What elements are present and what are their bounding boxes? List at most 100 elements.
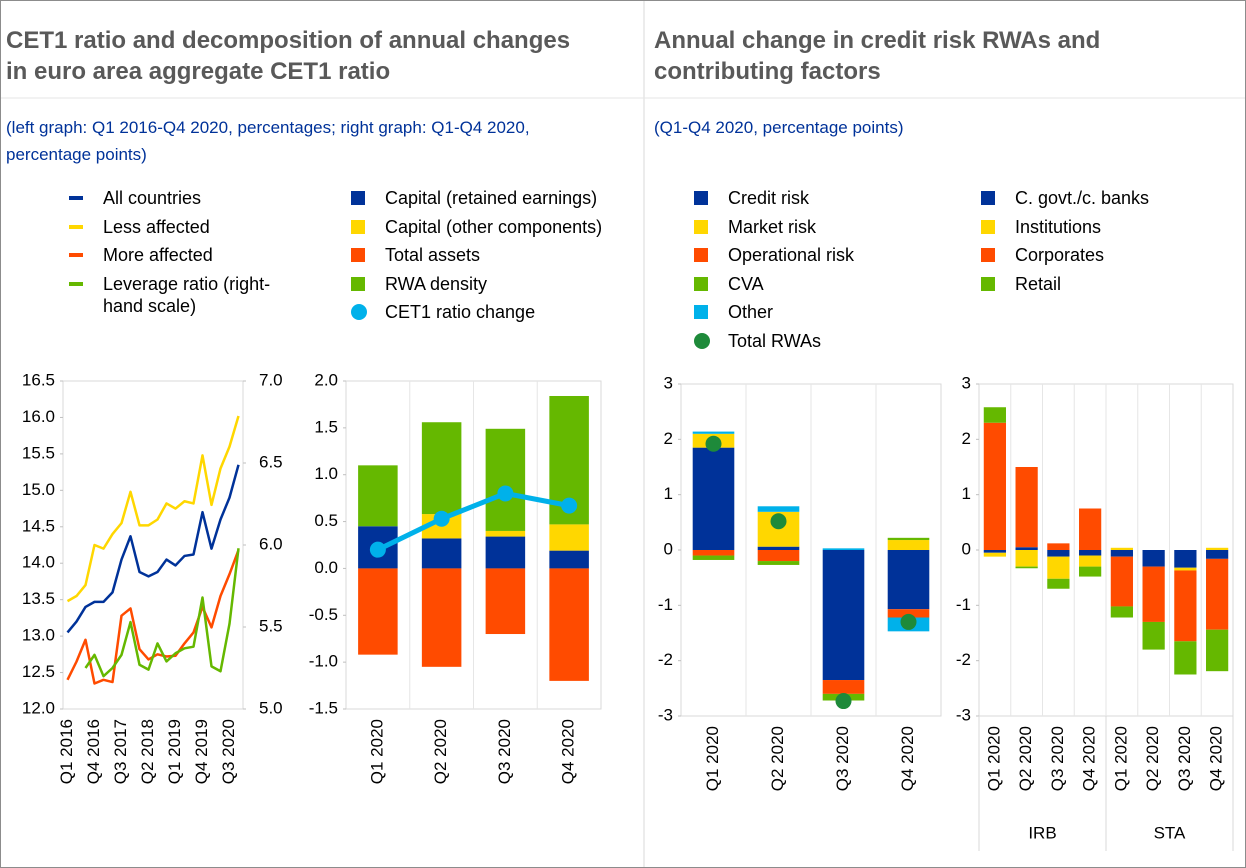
legend-swatch: [351, 219, 365, 234]
legend-entry: Total assets: [351, 244, 641, 273]
legend-label: Total RWAs: [728, 330, 822, 351]
bar-segment: [983, 550, 1006, 553]
x-tick-label: Q3 2020: [1175, 726, 1194, 791]
dot: [705, 435, 722, 452]
bar-segment: [549, 568, 589, 681]
x-tick-label: Q2 2018: [138, 719, 157, 784]
bar-segment: [692, 550, 735, 556]
x-tick-label: Q2 2020: [768, 726, 787, 791]
y-tick-label: -1.5: [309, 698, 338, 717]
y2-tick-label: 6.0: [259, 534, 283, 553]
bar-segment: [1174, 567, 1197, 571]
legend-swatch: [981, 248, 995, 263]
y-tick-label: 2: [664, 429, 673, 448]
legend: All countries Less affected More affected L…: [69, 187, 270, 317]
legend-label: Capital (other components): [385, 216, 603, 237]
y-tick-label: 16.0: [22, 407, 55, 426]
bar-segment: [485, 428, 526, 531]
line-marker: [497, 485, 514, 502]
x-tick-label: Q3 2020: [1048, 726, 1067, 791]
bar-segment: [421, 568, 462, 667]
legend-swatch: [694, 219, 708, 234]
legend-swatch: [981, 191, 995, 205]
x-tick-label: Q4 2020: [1207, 726, 1226, 791]
bar-segment: [1079, 550, 1102, 556]
y-tick-label: -1: [658, 595, 673, 614]
bar-segment: [1015, 467, 1038, 548]
legend-label: CVA: [728, 273, 764, 294]
y-tick-label: 1: [962, 484, 971, 503]
legend-swatch: [981, 276, 995, 291]
x-tick-label: Q4 2016: [84, 719, 103, 784]
y-tick-label: -1: [956, 595, 971, 614]
bar-segment: [485, 530, 526, 537]
y-tick-label: 1: [664, 484, 673, 503]
bar-segment: [1015, 566, 1038, 569]
x-tick-label: Q2 2020: [1016, 726, 1035, 791]
bar-segment: [757, 506, 800, 512]
legend-swatch: [351, 304, 367, 321]
legend-swatch: [694, 276, 708, 291]
bar-segment: [549, 550, 589, 569]
line-series: [66, 464, 240, 634]
legend-entry: Other: [694, 301, 944, 330]
x-tick-label: Q2 2020: [431, 719, 450, 784]
bar-segment: [1110, 606, 1133, 618]
bar-segment: [1174, 550, 1197, 568]
bar-segment: [983, 407, 1006, 423]
y-tick-label: -2: [956, 650, 971, 669]
legend-swatch: [69, 253, 83, 258]
y-tick-label: 13.0: [22, 626, 55, 645]
bar-segment: [757, 546, 800, 550]
legend-label: More affected: [103, 245, 213, 266]
y-tick-label: 3: [664, 373, 673, 392]
bar-segment: [1047, 543, 1070, 550]
bar-segment: [421, 538, 462, 569]
bar-segment: [1142, 550, 1165, 567]
bar-segment: [887, 540, 930, 550]
x-tick-label: Q4 2019: [192, 719, 211, 784]
legend-label: Other: [728, 302, 774, 323]
bar-segment: [1206, 558, 1229, 630]
x-tick-label: Q3 2020: [219, 719, 238, 784]
bar-segment: [822, 548, 865, 550]
legend-entry: CET1 ratio change: [351, 301, 641, 330]
legend-swatch: [69, 281, 83, 286]
dot: [835, 693, 852, 710]
x-tick-label: Q3 2020: [833, 726, 852, 791]
y-tick-label: 14.5: [22, 516, 55, 535]
x-tick-label: Q2 2020: [1143, 726, 1162, 791]
y-tick-label: -2: [658, 650, 673, 669]
bar-segment: [485, 536, 526, 569]
legend: Credit risk Market risk Operational risk CV…: [694, 187, 944, 359]
legend-swatch: [981, 219, 995, 234]
legend-entry: Capital (other components): [351, 216, 641, 245]
dot: [900, 613, 917, 630]
bar-segment: [757, 550, 800, 562]
legend-swatch: [694, 305, 708, 320]
legend-label: Leverage ratio (right-hand scale): [103, 273, 271, 316]
legend: Capital (retained earnings) Capital (othe…: [351, 187, 641, 330]
y2-tick-label: 5.0: [259, 698, 283, 717]
bar-segment: [485, 568, 526, 635]
bar-segment: [887, 609, 930, 618]
x-tick-label: Q1 2020: [703, 726, 722, 791]
bar-segment: [1142, 566, 1165, 622]
bar-segment: [692, 431, 735, 434]
legend-label: C. govt./c. banks: [1015, 188, 1150, 208]
legend-label: CET1 ratio change: [385, 302, 536, 323]
y-tick-label: 1.5: [314, 417, 338, 436]
x-tick-label: Q1 2020: [367, 719, 386, 784]
y2-tick-label: 7.0: [259, 370, 283, 389]
bar-segment: [1110, 547, 1133, 550]
bar-segment: [983, 552, 1006, 557]
y-tick-label: 14.0: [22, 553, 55, 572]
panel-title: CET1 ratio and decomposition of annual c…: [6, 27, 571, 85]
x-tick-label: Q3 2017: [111, 719, 130, 784]
bar-segment: [1047, 556, 1070, 579]
bar-segment: [983, 422, 1006, 550]
y-tick-label: -1.0: [309, 652, 338, 671]
x-tick-label: Q4 2020: [898, 726, 917, 791]
legend-entry: Retail: [981, 273, 1231, 302]
